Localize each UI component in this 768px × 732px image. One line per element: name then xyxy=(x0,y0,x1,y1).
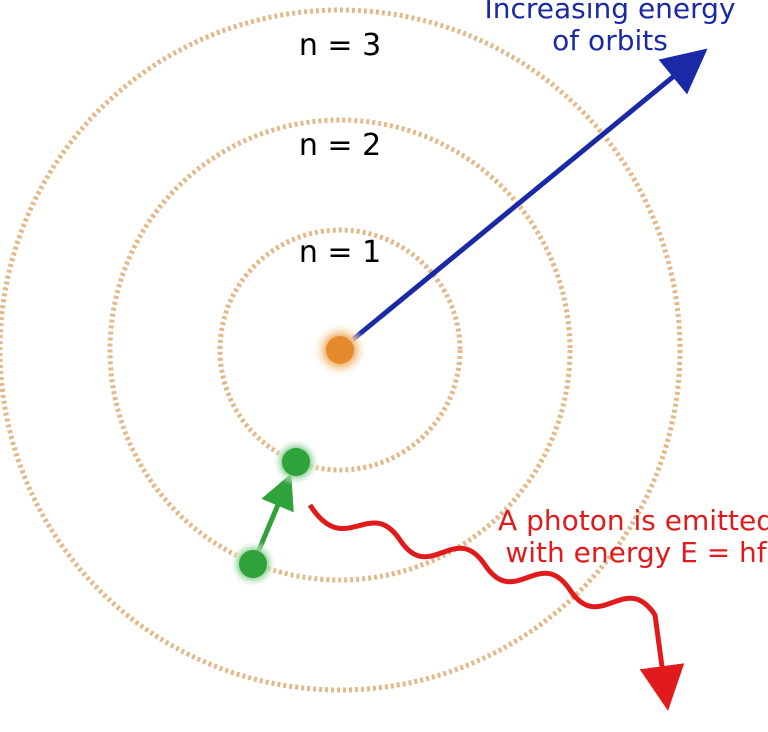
orbit-label-n1: n = 1 xyxy=(299,235,381,270)
nucleus xyxy=(326,336,354,364)
energy-label-line1: Increasing energy xyxy=(484,0,735,25)
energy-arrow xyxy=(340,58,696,350)
orbit-label-n3: n = 3 xyxy=(299,28,381,63)
orbit-label-n2: n = 2 xyxy=(299,128,381,163)
photon-label-line1: A photon is emitted xyxy=(498,504,768,537)
electron-outer xyxy=(239,550,267,578)
photon-label-line2: with energy E = hf xyxy=(505,536,767,569)
energy-label-line2: of orbits xyxy=(552,24,668,57)
bohr-model-diagram: n = 1 n = 2 n = 3 Increasing energy of o… xyxy=(0,0,768,732)
electron-inner xyxy=(282,448,310,476)
